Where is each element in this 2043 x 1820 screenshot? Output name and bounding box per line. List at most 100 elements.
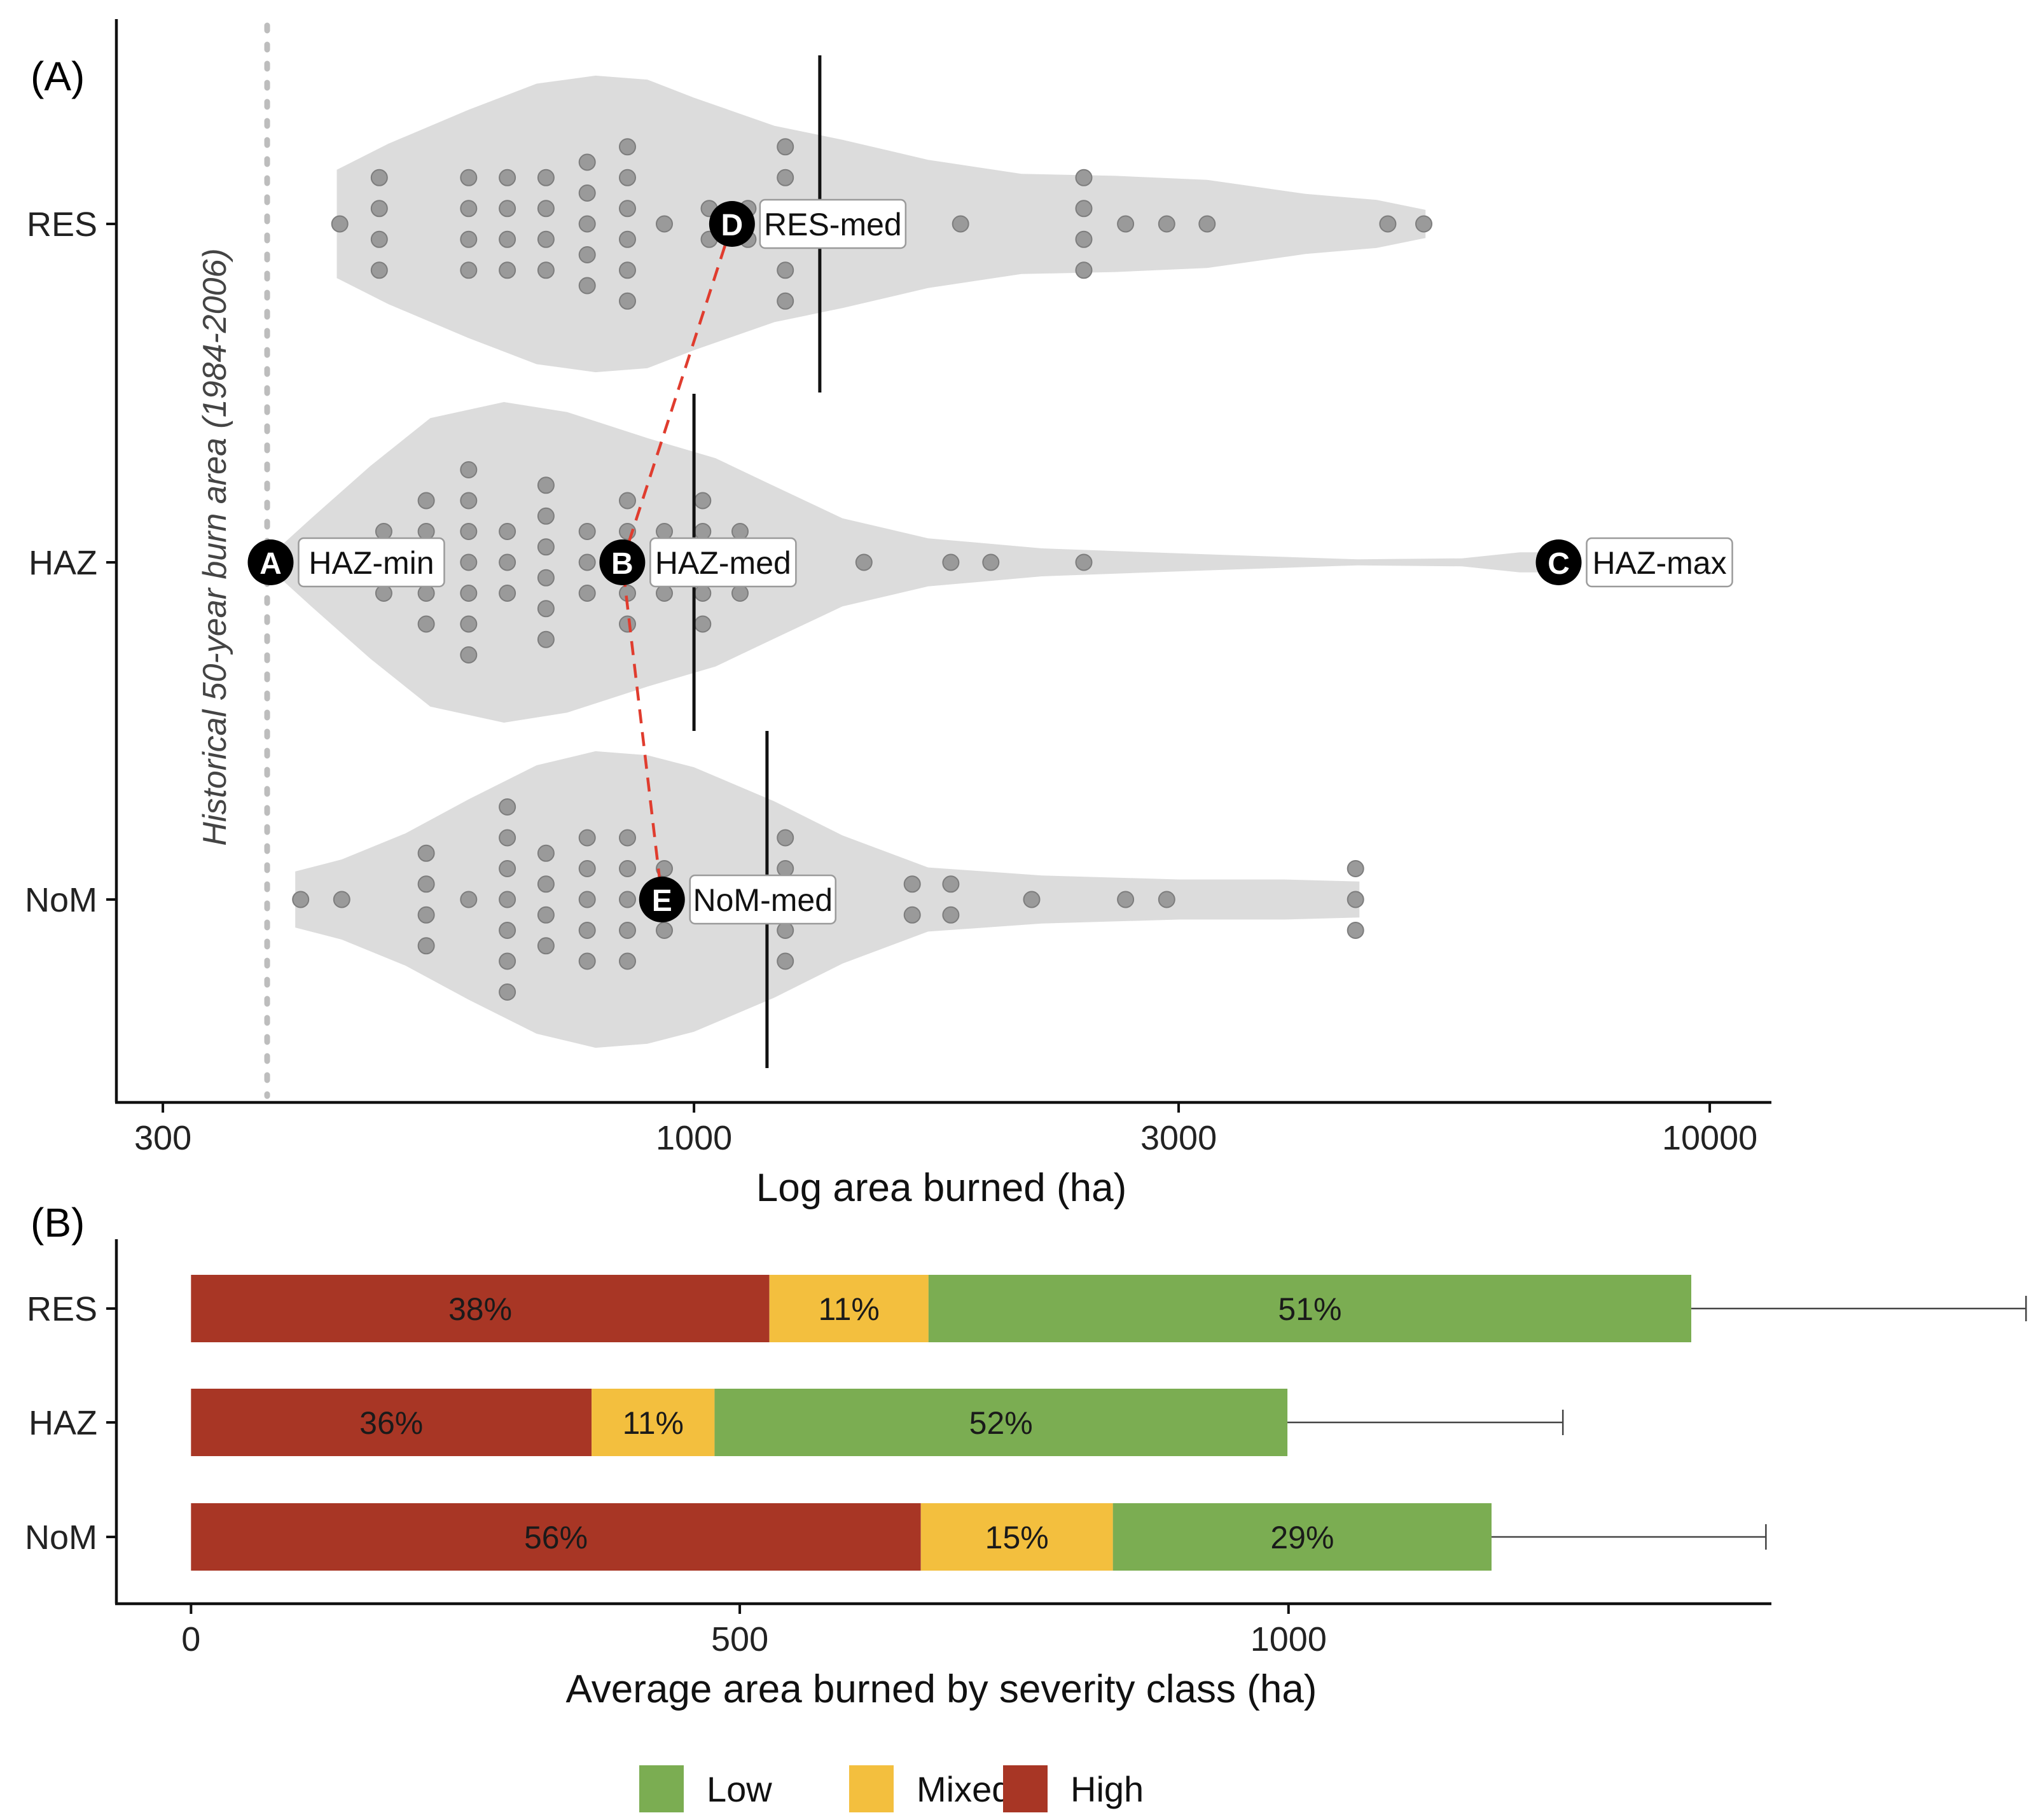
- annotation-haz-med: HAZ-med B: [599, 537, 797, 588]
- data-dot-haz: [537, 630, 555, 648]
- annotation-label-text: NoM-med: [693, 882, 833, 918]
- data-dot-res: [370, 200, 388, 218]
- legend-label-mixed: Mixed: [917, 1769, 1011, 1809]
- data-dot-res: [1158, 215, 1175, 233]
- annotation-res-med: RES-med D: [709, 198, 907, 249]
- y-tick-label: HAZ: [29, 1404, 97, 1442]
- data-dot-nom: [1347, 891, 1364, 908]
- bar-percent-label: 11%: [623, 1405, 684, 1441]
- data-dot-res: [370, 169, 388, 186]
- data-dot-res: [460, 261, 478, 279]
- bar-segment-nom-high: [191, 1503, 921, 1571]
- data-dot-res: [952, 215, 969, 233]
- data-dot-nom: [537, 875, 555, 893]
- data-dot-res: [1379, 215, 1397, 233]
- stacked-bars: 38% 11% 51% 36% 11% 52% 56% 15% 29%: [191, 1275, 1691, 1571]
- data-dot-res: [460, 169, 478, 186]
- data-dot-haz: [578, 523, 596, 540]
- panel-a-x-axis-title: Log area burned (ha): [756, 1166, 1127, 1210]
- data-dot-res: [578, 277, 596, 295]
- data-dot-res: [1075, 169, 1093, 186]
- data-dot-nom: [942, 875, 960, 893]
- data-dot-nom: [619, 952, 636, 970]
- data-dot-haz: [656, 585, 673, 602]
- annotation-marker-letter: C: [1548, 547, 1570, 581]
- data-dot-nom: [1117, 891, 1135, 908]
- annotation-label-box: [1586, 537, 1733, 588]
- data-dot-haz: [375, 585, 392, 602]
- data-dot-haz: [499, 585, 516, 602]
- data-dot-nom: [499, 983, 516, 1001]
- data-dot-haz: [578, 585, 596, 602]
- data-dot-nom: [1347, 922, 1364, 939]
- data-dot-nom: [619, 829, 636, 847]
- bar-segment-haz-low: [714, 1389, 1288, 1456]
- panel-b-label: (B): [31, 1200, 85, 1246]
- data-dot-res: [1198, 215, 1216, 233]
- bar-segment-haz-high: [191, 1389, 592, 1456]
- panel-a-label: (A): [31, 53, 85, 99]
- data-dot-nom: [578, 860, 596, 877]
- data-dot-nom: [499, 891, 516, 908]
- data-dot-haz: [460, 615, 478, 633]
- data-dot-nom: [537, 937, 555, 955]
- data-dot-nom: [499, 922, 516, 939]
- data-dot-nom: [333, 891, 350, 908]
- annotation-marker-letter: A: [260, 547, 282, 581]
- bar-percent-label: 15%: [985, 1520, 1049, 1555]
- legend-label-high: High: [1070, 1769, 1144, 1809]
- data-dot-haz: [982, 553, 1000, 571]
- data-dot-res: [537, 230, 555, 248]
- data-dot-nom: [578, 952, 596, 970]
- data-dot-res: [370, 230, 388, 248]
- data-dot-nom: [417, 875, 435, 893]
- annotation-label-text: RES-med: [764, 207, 902, 242]
- bar-percent-label: 51%: [1278, 1291, 1341, 1327]
- annotation-label-text: HAZ-max: [1592, 545, 1726, 581]
- historical-reference-label: Historical 50-year burn area (1984-2006): [197, 248, 233, 845]
- data-dot-res: [619, 169, 636, 186]
- data-dot-nom: [656, 922, 673, 939]
- data-dot-haz: [1075, 553, 1093, 571]
- data-dot-nom: [417, 937, 435, 955]
- error-bars: [1287, 1296, 2027, 1550]
- data-dot-res: [1117, 215, 1135, 233]
- x-tick-label: 1000: [656, 1119, 732, 1157]
- data-dot-res: [331, 215, 349, 233]
- data-dot-nom: [578, 922, 596, 939]
- data-dot-haz: [942, 553, 960, 571]
- data-dot-haz: [375, 523, 392, 540]
- bar-percent-label: 11%: [819, 1291, 880, 1327]
- data-dot-haz: [460, 523, 478, 540]
- data-dot-res: [578, 215, 596, 233]
- panel-a-chart: (A) Historical 50-year burn area (1984-2…: [25, 19, 1771, 1210]
- data-dot-nom: [537, 844, 555, 862]
- annotation-haz-min: HAZ-min A: [247, 537, 445, 588]
- data-dot-haz: [460, 461, 478, 478]
- data-dot-res: [619, 292, 636, 310]
- data-dot-res: [619, 138, 636, 156]
- data-dot-haz: [537, 538, 555, 556]
- bar-percent-label: 29%: [1270, 1520, 1334, 1555]
- annotation-marker-circle: [599, 539, 646, 585]
- data-dot-nom: [777, 829, 794, 847]
- data-dot-haz: [499, 553, 516, 571]
- data-dot-nom: [619, 922, 636, 939]
- data-dot-res: [499, 261, 516, 279]
- data-dot-res: [1415, 215, 1432, 233]
- x-tick-label: 500: [711, 1620, 768, 1658]
- annotation-label-text: HAZ-med: [655, 545, 791, 581]
- data-dot-res: [619, 230, 636, 248]
- data-dot-nom: [578, 891, 596, 908]
- annotation-nom-med: NoM-med E: [639, 874, 837, 925]
- annotation-marker-letter: D: [721, 209, 744, 242]
- data-dot-haz: [460, 553, 478, 571]
- data-dot-haz: [537, 476, 555, 494]
- x-tick-label: 0: [181, 1620, 200, 1658]
- panel-b-axes: RES HAZ NoM 0 500 1000: [25, 1239, 1771, 1658]
- data-dot-res: [578, 246, 596, 263]
- data-dot-haz: [537, 600, 555, 618]
- data-dot-res: [777, 138, 794, 156]
- annotation-marker-circle: [1535, 539, 1582, 585]
- data-dot-nom: [942, 906, 960, 924]
